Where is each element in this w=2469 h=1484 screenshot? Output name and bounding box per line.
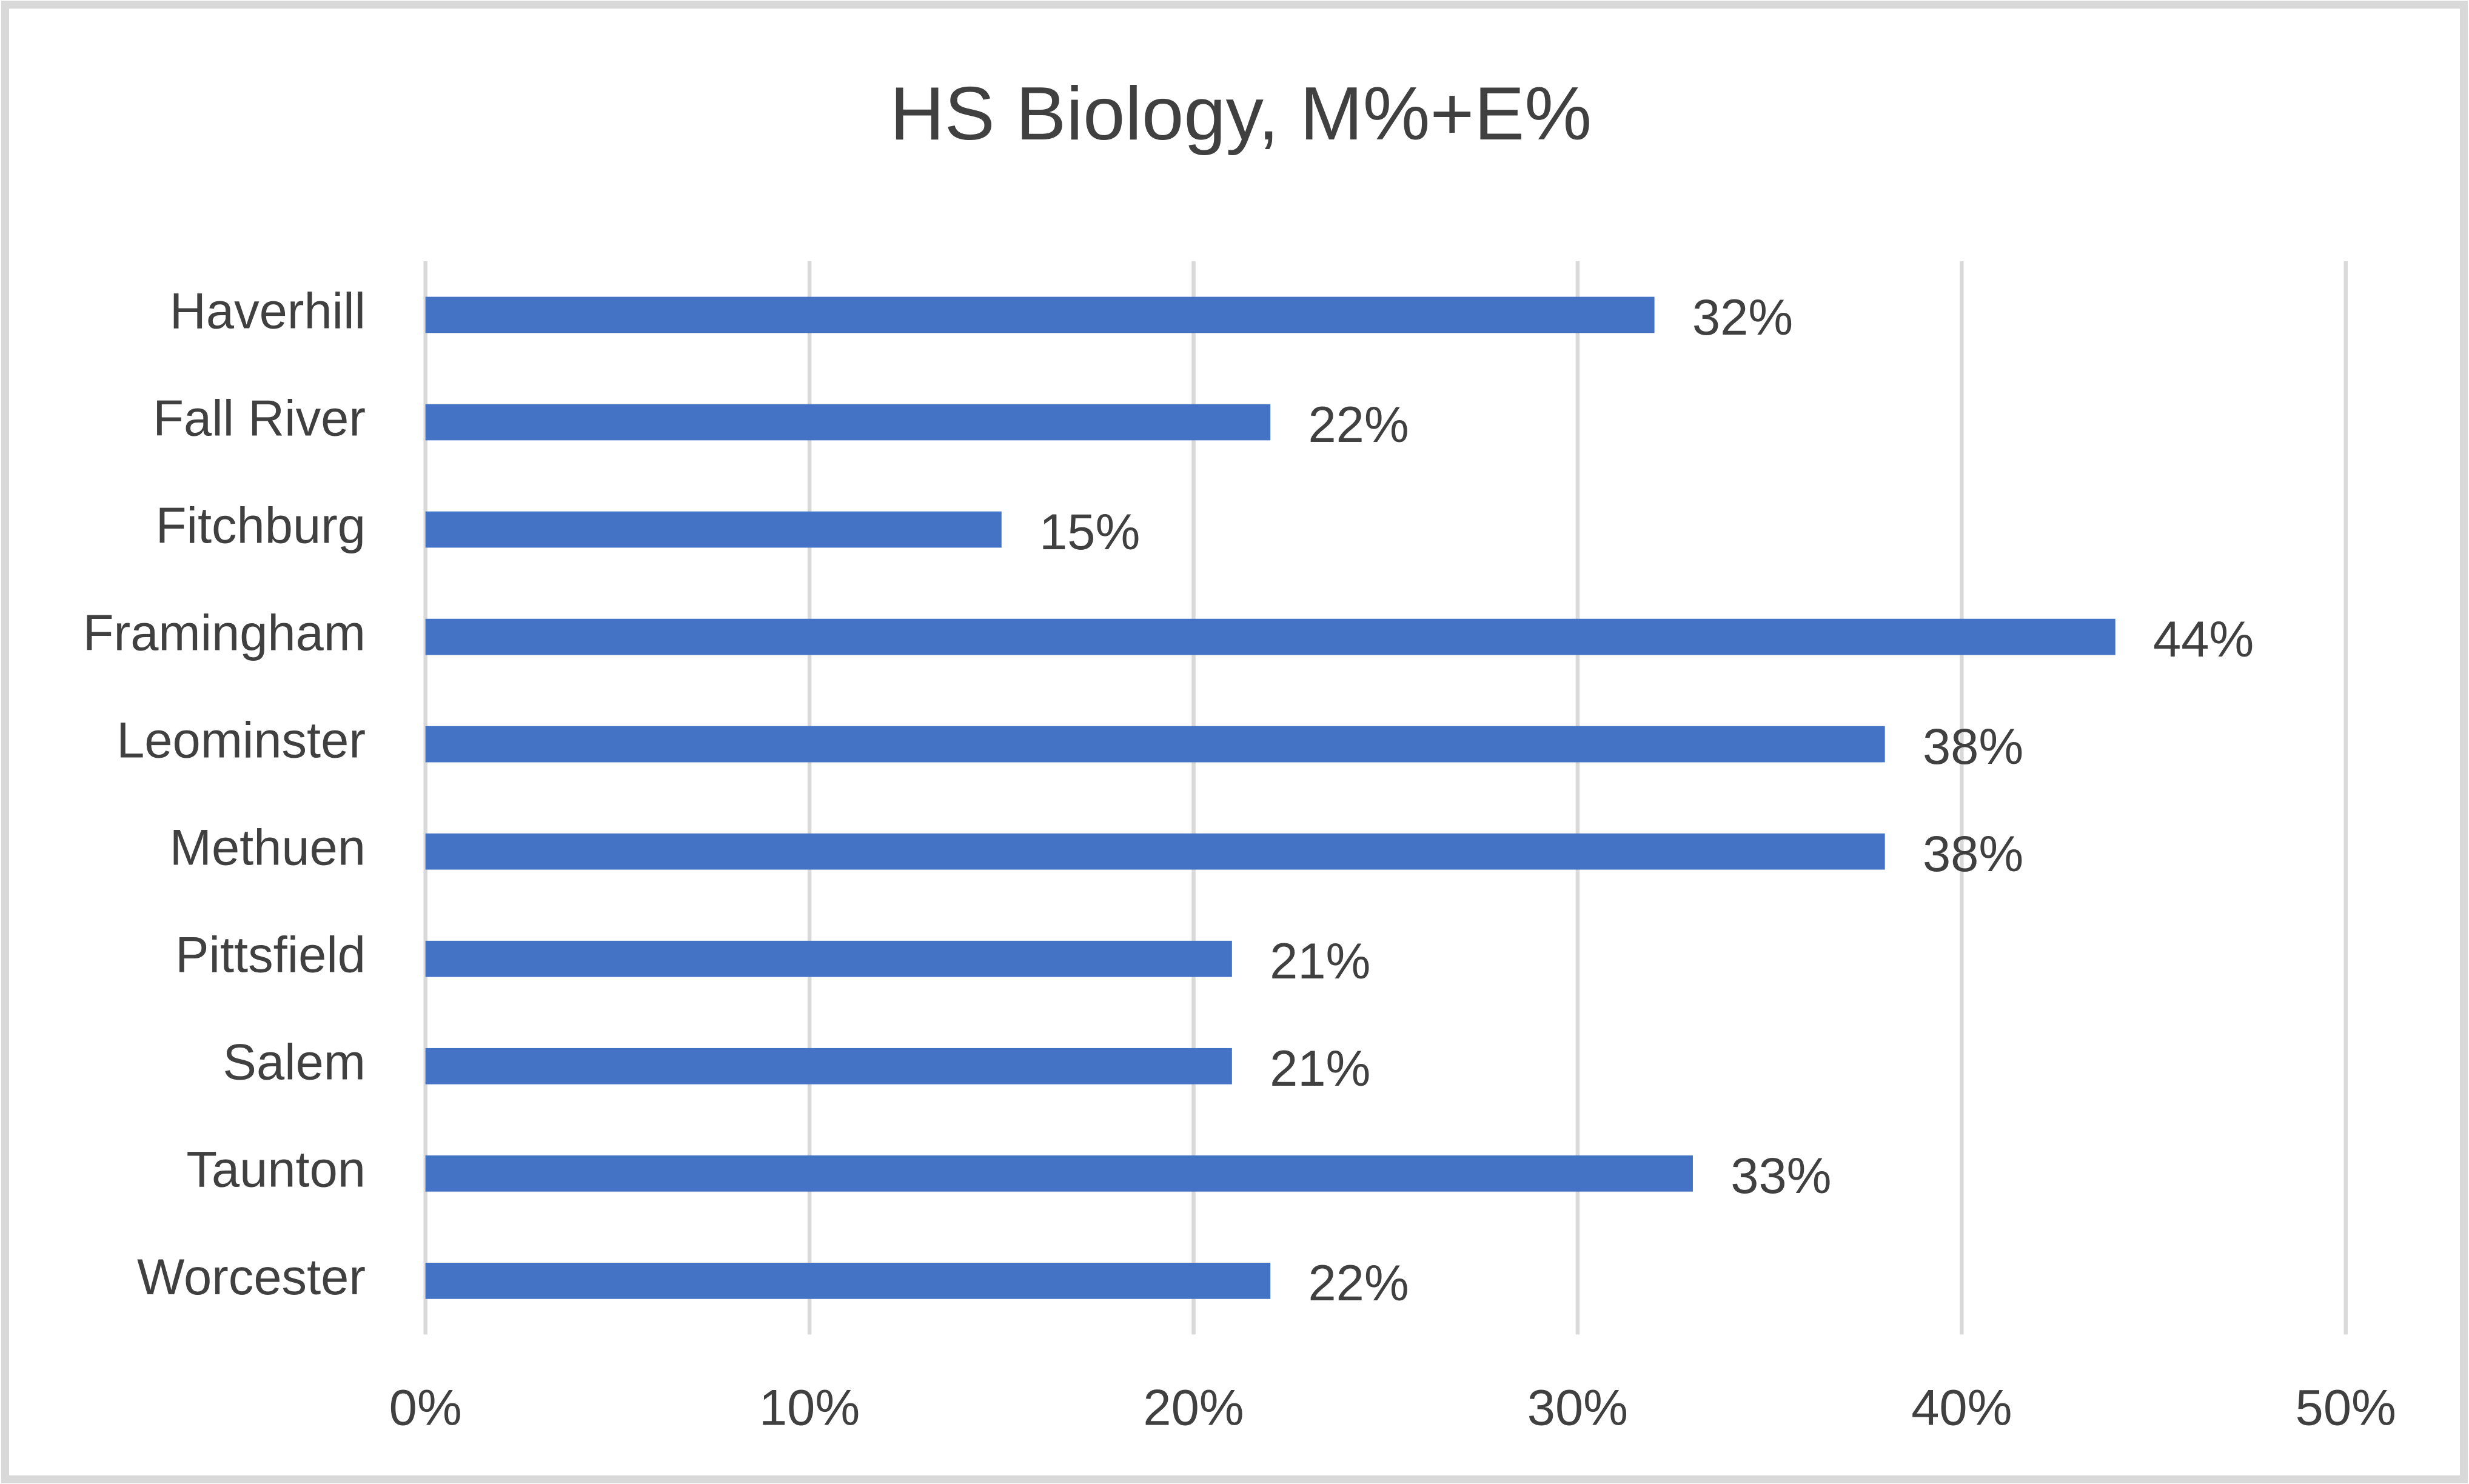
data-label: 38% [1923, 826, 2023, 882]
y-tick-label: Framingham [83, 605, 366, 661]
x-tick-label: 30% [1527, 1380, 1628, 1436]
bar [425, 726, 1885, 763]
y-tick-label: Methuen [170, 820, 366, 876]
bar [425, 940, 1232, 977]
y-tick-label: Leominster [116, 712, 366, 769]
bar [425, 404, 1271, 441]
y-tick-label: Haverhill [170, 282, 366, 339]
data-label: 44% [2153, 611, 2254, 667]
data-label: 22% [1308, 396, 1409, 453]
data-label: 22% [1308, 1255, 1409, 1311]
y-tick-label: Worcester [137, 1249, 366, 1305]
bar [425, 511, 1002, 548]
x-tick-label: 0% [389, 1380, 462, 1436]
bar [425, 1263, 1271, 1299]
bar [425, 1155, 1693, 1192]
x-tick-label: 40% [1911, 1380, 2012, 1436]
x-tick-label: 20% [1143, 1380, 1244, 1436]
data-label: 33% [1730, 1148, 1831, 1204]
x-tick-label: 10% [759, 1380, 860, 1436]
y-tick-label: Fall River [153, 390, 366, 446]
y-tick-label: Fitchburg [156, 497, 366, 553]
data-label: 32% [1692, 289, 1793, 346]
bar [425, 296, 1655, 333]
data-label: 15% [1039, 504, 1140, 560]
bar [425, 1048, 1232, 1085]
y-tick-label: Pittsfield [175, 927, 366, 983]
data-label: 21% [1270, 933, 1370, 989]
y-tick-label: Salem [223, 1034, 366, 1091]
bar [425, 833, 1885, 870]
x-tick-label: 50% [2296, 1380, 2396, 1436]
chart-title: HS Biology, M%+E% [890, 72, 1592, 156]
y-tick-label: Taunton [186, 1141, 366, 1198]
data-label: 38% [1923, 718, 2023, 775]
data-label: 21% [1270, 1040, 1370, 1097]
bar [425, 618, 2116, 655]
